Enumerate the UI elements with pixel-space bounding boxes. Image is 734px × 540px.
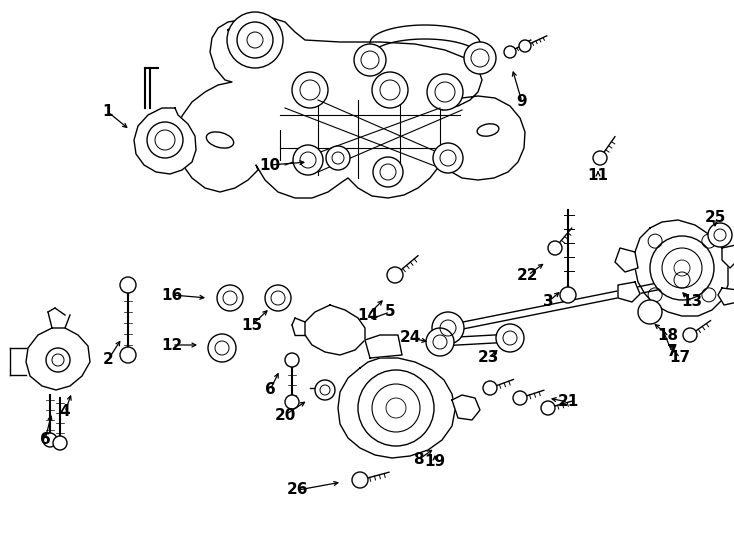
Polygon shape [305, 305, 365, 355]
Text: 24: 24 [399, 330, 421, 346]
Circle shape [387, 267, 403, 283]
Text: 19: 19 [424, 455, 446, 469]
Circle shape [519, 40, 531, 52]
Text: 16: 16 [161, 287, 183, 302]
Circle shape [352, 472, 368, 488]
Polygon shape [615, 248, 638, 272]
Text: 3: 3 [542, 294, 553, 309]
Circle shape [432, 312, 464, 344]
Circle shape [504, 46, 516, 58]
Text: 7: 7 [666, 345, 677, 360]
Text: 26: 26 [287, 483, 309, 497]
Circle shape [708, 223, 732, 247]
Circle shape [265, 285, 291, 311]
Text: 2: 2 [103, 353, 113, 368]
Text: 8: 8 [413, 453, 424, 468]
Circle shape [358, 370, 434, 446]
Text: 25: 25 [705, 211, 726, 226]
Circle shape [593, 151, 607, 165]
Polygon shape [134, 108, 196, 174]
Circle shape [326, 146, 350, 170]
Circle shape [496, 324, 524, 352]
Circle shape [292, 72, 328, 108]
Circle shape [426, 328, 454, 356]
Text: 20: 20 [275, 408, 296, 422]
Text: 14: 14 [357, 307, 379, 322]
Circle shape [53, 436, 67, 450]
Text: 23: 23 [477, 350, 498, 366]
Circle shape [638, 300, 662, 324]
Polygon shape [635, 220, 728, 316]
Text: 22: 22 [517, 267, 539, 282]
Circle shape [227, 12, 283, 68]
Text: 9: 9 [517, 94, 527, 110]
Polygon shape [365, 335, 402, 358]
Text: 12: 12 [161, 338, 183, 353]
Circle shape [315, 380, 335, 400]
Polygon shape [26, 328, 90, 390]
Circle shape [513, 391, 527, 405]
Circle shape [483, 381, 497, 395]
Circle shape [285, 395, 299, 409]
Circle shape [285, 353, 299, 367]
Circle shape [650, 236, 714, 300]
Text: 18: 18 [658, 327, 678, 342]
Text: 21: 21 [557, 395, 578, 409]
Circle shape [217, 285, 243, 311]
Circle shape [541, 401, 555, 415]
Circle shape [46, 348, 70, 372]
Text: 10: 10 [259, 158, 280, 172]
Text: 13: 13 [681, 294, 702, 309]
Polygon shape [618, 282, 640, 302]
Circle shape [373, 157, 403, 187]
Polygon shape [722, 245, 734, 268]
Circle shape [560, 287, 576, 303]
Circle shape [43, 433, 57, 447]
Text: 17: 17 [669, 350, 691, 366]
Circle shape [683, 328, 697, 342]
Polygon shape [178, 18, 525, 198]
Polygon shape [338, 358, 455, 458]
Circle shape [147, 122, 183, 158]
Text: 6: 6 [265, 382, 275, 397]
Text: 1: 1 [103, 105, 113, 119]
Text: 6: 6 [40, 433, 51, 448]
Polygon shape [452, 395, 480, 420]
Circle shape [120, 347, 136, 363]
Circle shape [433, 143, 463, 173]
Circle shape [120, 277, 136, 293]
Circle shape [464, 42, 496, 74]
Circle shape [666, 264, 698, 296]
Circle shape [208, 334, 236, 362]
Text: 11: 11 [587, 167, 608, 183]
Circle shape [354, 44, 386, 76]
Circle shape [427, 74, 463, 110]
Text: 15: 15 [241, 318, 263, 333]
Text: 5: 5 [385, 305, 396, 320]
Circle shape [293, 145, 323, 175]
Polygon shape [718, 288, 734, 305]
Text: 4: 4 [59, 404, 70, 420]
Circle shape [372, 72, 408, 108]
Circle shape [548, 241, 562, 255]
